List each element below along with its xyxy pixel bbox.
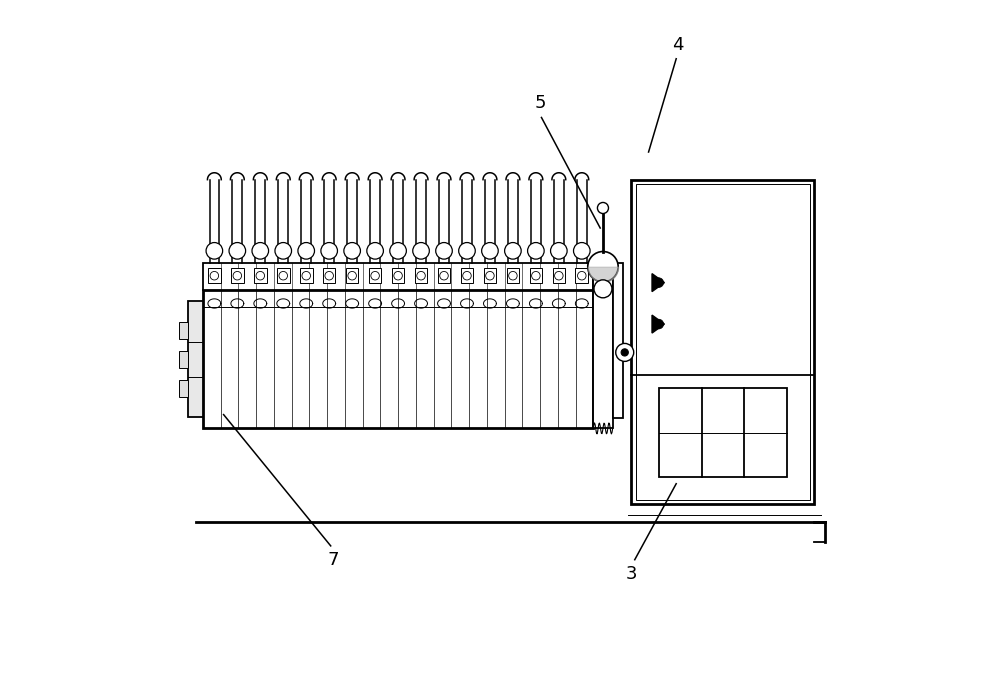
Circle shape bbox=[417, 272, 425, 280]
Circle shape bbox=[279, 272, 288, 280]
Bar bbox=[659, 388, 787, 477]
Circle shape bbox=[371, 272, 379, 280]
Bar bbox=[346, 268, 358, 283]
Bar bbox=[613, 263, 623, 418]
Circle shape bbox=[482, 243, 498, 259]
Text: 5: 5 bbox=[534, 94, 546, 112]
Bar bbox=[593, 263, 613, 428]
Circle shape bbox=[578, 272, 586, 280]
Circle shape bbox=[348, 272, 356, 280]
Bar bbox=[631, 180, 814, 504]
Circle shape bbox=[588, 252, 618, 282]
Bar bbox=[188, 301, 203, 417]
Bar bbox=[179, 380, 188, 397]
Bar bbox=[575, 268, 588, 283]
Circle shape bbox=[654, 278, 664, 287]
Circle shape bbox=[252, 243, 269, 259]
Bar bbox=[392, 268, 404, 283]
Circle shape bbox=[413, 243, 429, 259]
Bar bbox=[369, 268, 381, 283]
Circle shape bbox=[367, 243, 383, 259]
Bar bbox=[300, 268, 313, 283]
Circle shape bbox=[463, 272, 471, 280]
Circle shape bbox=[344, 243, 360, 259]
Circle shape bbox=[597, 202, 608, 214]
Circle shape bbox=[616, 343, 634, 361]
Circle shape bbox=[594, 280, 612, 298]
Circle shape bbox=[256, 272, 265, 280]
Text: 3: 3 bbox=[626, 565, 637, 583]
Bar bbox=[203, 263, 593, 290]
Circle shape bbox=[321, 243, 337, 259]
Circle shape bbox=[486, 272, 494, 280]
Circle shape bbox=[275, 243, 292, 259]
Bar bbox=[179, 322, 188, 339]
Text: 7: 7 bbox=[327, 551, 339, 569]
Bar bbox=[254, 268, 267, 283]
Bar bbox=[277, 268, 290, 283]
Bar bbox=[484, 268, 496, 283]
Polygon shape bbox=[652, 315, 664, 333]
Bar bbox=[203, 290, 593, 428]
Circle shape bbox=[325, 272, 333, 280]
Circle shape bbox=[621, 349, 628, 356]
Circle shape bbox=[390, 243, 406, 259]
Bar bbox=[461, 268, 473, 283]
Circle shape bbox=[229, 243, 246, 259]
Circle shape bbox=[436, 243, 452, 259]
Circle shape bbox=[505, 243, 521, 259]
Circle shape bbox=[509, 272, 517, 280]
Bar bbox=[530, 268, 542, 283]
Circle shape bbox=[394, 272, 402, 280]
Bar bbox=[208, 268, 221, 283]
Circle shape bbox=[532, 272, 540, 280]
Circle shape bbox=[574, 243, 590, 259]
Polygon shape bbox=[652, 274, 664, 292]
Circle shape bbox=[528, 243, 544, 259]
Bar bbox=[553, 268, 565, 283]
Circle shape bbox=[206, 243, 223, 259]
Circle shape bbox=[551, 243, 567, 259]
Bar bbox=[231, 268, 244, 283]
Bar bbox=[636, 184, 810, 500]
Bar bbox=[179, 351, 188, 368]
Bar bbox=[323, 268, 335, 283]
Circle shape bbox=[654, 319, 664, 329]
Circle shape bbox=[210, 272, 219, 280]
Circle shape bbox=[555, 272, 563, 280]
Circle shape bbox=[459, 243, 475, 259]
Bar bbox=[507, 268, 519, 283]
Circle shape bbox=[440, 272, 448, 280]
Circle shape bbox=[298, 243, 315, 259]
Text: 4: 4 bbox=[673, 36, 684, 54]
Circle shape bbox=[302, 272, 310, 280]
Circle shape bbox=[233, 272, 242, 280]
Bar bbox=[415, 268, 427, 283]
Bar bbox=[438, 268, 450, 283]
